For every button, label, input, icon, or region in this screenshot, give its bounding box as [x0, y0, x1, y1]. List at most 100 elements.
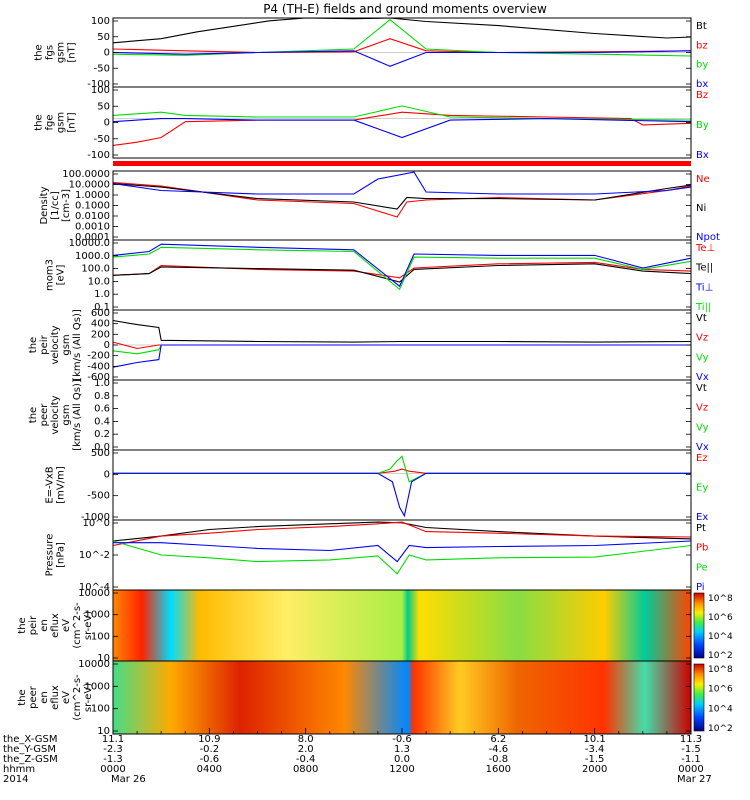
y-tick-label: -1000 — [81, 512, 110, 523]
panel-peer_velocity: Vt Vz Vy Vx 1.0 0.8 0.60.4 0.2 0.0 thepeervelocit… — [28, 378, 709, 453]
legend-item: Vz — [696, 403, 708, 414]
y-tick-label: 0 — [104, 340, 110, 351]
series-line-Npot — [112, 171, 692, 195]
xaxis-value: 2.0 — [298, 744, 314, 755]
series-line-bz — [112, 38, 692, 54]
y-tick-label: 100 — [91, 631, 110, 642]
panel-peer_eflux: 10^810^610^410^210000100010010thepeerene… — [17, 659, 733, 737]
legend-item: Bx — [696, 150, 709, 161]
y-tick-label: 0.0001 — [75, 232, 110, 243]
colorbar — [693, 663, 705, 732]
y-tick-label: 100 — [91, 704, 110, 715]
y-tick-label: -50 — [94, 63, 110, 74]
y-axis-title-line: [km/s (All Qs)] — [72, 309, 83, 381]
xaxis-value: 0.0 — [394, 754, 410, 765]
legend-item: Pb — [696, 543, 708, 554]
series-line-Ne — [112, 181, 692, 218]
legend-item: Ey — [696, 482, 708, 493]
y-axis-title-line: sr-eV) — [83, 611, 94, 640]
y-axis-title-line: peir — [28, 615, 39, 635]
y-tick-label: 50 — [97, 101, 110, 112]
y-tick-label: 0 — [104, 469, 110, 480]
y-axis-title: thepeervelocitygsm[km/s (All Qs)] — [28, 379, 83, 451]
series-line-Vt — [112, 319, 692, 343]
y-axis-title-line: [1/cc] — [50, 191, 61, 220]
y-axis-title-line: eflux — [50, 685, 61, 710]
y-axis-title-line: gsm — [56, 42, 67, 63]
panel-density: Ne Ni Npot 100.000010.00001.00000.10000.010… — [39, 169, 720, 243]
colorbar-tick-label: 10^2 — [708, 651, 733, 661]
y-tick-label: 10.0000 — [69, 180, 110, 191]
xaxis-value: -2.3 — [103, 744, 123, 755]
y-tick-label: 10.0 — [88, 276, 110, 287]
xaxis-value: -1.1 — [681, 754, 701, 765]
colorbar-tick-label: 10^4 — [708, 704, 733, 714]
y-tick-label: -500 — [87, 491, 110, 502]
y-axis-title-line: velocity — [50, 395, 61, 434]
series-line-Vy — [112, 344, 691, 355]
y-tick-label: 100.0000 — [62, 169, 110, 180]
xaxis-value: 10.9 — [198, 734, 220, 745]
y-axis-title-line: the — [34, 114, 45, 130]
series-line-Bt — [112, 17, 692, 44]
y-axis-title: thefgegsm[nT] — [34, 112, 78, 133]
y-tick-label: 10^-2 — [79, 550, 110, 561]
y-tick-label: -50 — [94, 134, 110, 145]
y-tick-label: 0.8 — [94, 391, 110, 402]
xaxis-value: 11.3 — [680, 734, 702, 745]
y-axis-title-line: the — [34, 44, 45, 60]
series-line-By — [112, 105, 692, 121]
colorbar-tick-label: 10^8 — [708, 665, 733, 675]
series-line-Bx — [112, 118, 692, 139]
y-axis-title-line: eflux — [50, 613, 61, 638]
y-axis-title-line: (cm^2-s- — [72, 674, 83, 721]
panel-frame — [112, 170, 692, 241]
xaxis-value: -1.5 — [681, 744, 701, 755]
legend-item: Bz — [696, 90, 708, 101]
y-tick-label: 10 — [97, 726, 110, 737]
xaxis-value: 1.3 — [394, 744, 410, 755]
y-tick-label: 100 — [91, 85, 110, 96]
y-axis-title-line: gsm — [61, 404, 72, 425]
xaxis-value: -1.3 — [103, 754, 123, 765]
xaxis-value: -0.8 — [489, 754, 509, 765]
legend-item: Vx — [696, 442, 709, 453]
y-axis-title-line: mom3 — [45, 259, 56, 291]
y-tick-label: 0.1 — [94, 302, 110, 313]
series-line-Ti⊥ — [112, 243, 692, 288]
figure-title: P4 (TH-E) fields and ground moments over… — [263, 2, 547, 16]
legend-item: Ni — [696, 203, 706, 214]
y-axis-title-line: en — [39, 619, 50, 632]
y-tick-label: 100.0 — [81, 264, 110, 275]
y-axis-title: E=-VxB[mV/m] — [45, 466, 67, 504]
series-line-Ez — [113, 468, 691, 474]
xaxis-value: -3.4 — [585, 744, 605, 755]
spacecraft-mode-bar — [113, 161, 691, 166]
series-line-Pt — [112, 521, 692, 542]
legend-item: by — [696, 60, 708, 71]
xaxis-year: 2014 — [3, 774, 28, 785]
y-axis-title-line: the — [28, 337, 39, 353]
legend-item: Ex — [696, 512, 708, 523]
colorbar — [693, 592, 705, 659]
xaxis-end-date: Mar 27 — [677, 774, 712, 785]
xaxis-value: 1200 — [389, 764, 414, 775]
y-tick-label: 1.0000 — [75, 190, 110, 201]
y-axis-title-line: [km/s (All Qs)] — [72, 379, 83, 451]
y-axis-title: Density[1/cc][cm-3] — [39, 186, 72, 224]
y-axis-title-line: fge — [45, 114, 56, 130]
y-axis-title-line: the — [17, 617, 28, 633]
series-line-Bz — [112, 111, 692, 146]
y-axis-title-line: the — [17, 689, 28, 705]
panel-exb: Ez Ey Ex 500 0 -500 -1000 E=-VxB[mV/m] — [45, 448, 709, 523]
y-axis-title: thepeerenefluxeV(cm^2-s-sr-eV) — [17, 674, 94, 721]
series-line-Pi — [113, 540, 692, 563]
legend-item: Ti⊥ — [695, 282, 713, 293]
y-axis-title: Pressure[nPa] — [45, 534, 67, 577]
xaxis-value: 0000 — [678, 764, 703, 775]
y-tick-label: 0 — [104, 118, 110, 129]
series-line-Pe — [112, 540, 692, 575]
y-axis-title-line: gsm — [56, 112, 67, 133]
y-tick-label: -600 — [87, 372, 110, 383]
xaxis-value: 0000 — [100, 764, 125, 775]
